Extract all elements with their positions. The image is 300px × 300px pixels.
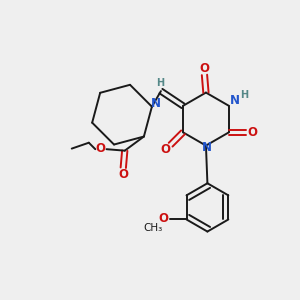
- Text: H: H: [240, 90, 248, 100]
- Text: O: O: [159, 212, 169, 225]
- Text: O: O: [160, 143, 170, 157]
- Text: N: N: [230, 94, 240, 107]
- Text: O: O: [200, 62, 209, 75]
- Text: N: N: [202, 141, 212, 154]
- Text: N: N: [151, 97, 161, 110]
- Text: CH₃: CH₃: [143, 223, 162, 233]
- Text: O: O: [118, 168, 128, 181]
- Text: O: O: [96, 142, 106, 155]
- Text: O: O: [248, 126, 257, 139]
- Text: H: H: [156, 78, 164, 88]
